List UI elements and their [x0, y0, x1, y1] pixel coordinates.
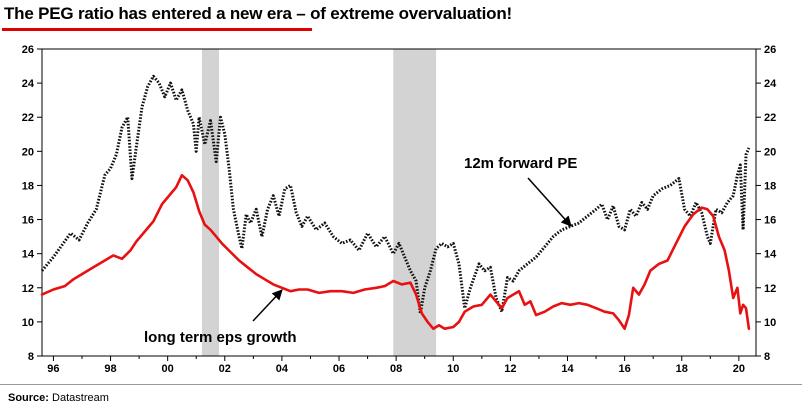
eps-annotation-arrow: [252, 289, 283, 322]
y-tick-label-right: 10: [764, 317, 776, 329]
x-tick-label: 08: [390, 363, 402, 375]
chart-axes: 8 8 10 10 12 12 14 14 16 16 18 18 20 20 22 22 24 24 26 26 96…: [22, 44, 777, 375]
y-tick-label-left: 24: [22, 78, 35, 90]
source-value: Datastream: [52, 392, 109, 404]
y-tick-label-left: 18: [22, 180, 34, 192]
x-tick-label: 06: [333, 363, 345, 375]
y-tick-label-left: 20: [22, 146, 34, 158]
pe-annotation-arrow: [527, 177, 572, 227]
recession-bands: [201, 49, 437, 356]
x-tick-label: 18: [676, 363, 688, 375]
x-tick-label: 02: [219, 363, 231, 375]
y-tick-label-right: 18: [764, 180, 776, 192]
x-tick-label: 98: [104, 363, 116, 375]
source-label: Source:: [8, 392, 49, 404]
y-tick-label-left: 10: [22, 317, 34, 329]
eps-annotation-label: long term eps growth: [144, 329, 297, 346]
peg-ratio-chart: 8 8 10 10 12 12 14 14 16 16 18 18 20 20 22 22 24 24 26 26 96…: [22, 44, 777, 375]
x-tick-label: 12: [504, 363, 516, 375]
pe-annotation-label: 12m forward PE: [464, 155, 577, 172]
x-tick-label: 14: [561, 363, 574, 375]
x-tick-label: 96: [47, 363, 59, 375]
y-tick-label-right: 12: [764, 283, 776, 295]
source-note: Source: Datastream: [8, 392, 109, 404]
chart-series: [40, 74, 751, 331]
y-tick-label-left: 16: [22, 215, 34, 227]
y-tick-label-left: 22: [22, 112, 34, 124]
y-tick-label-right: 26: [764, 44, 776, 56]
y-tick-label-left: 8: [28, 351, 34, 363]
plot-frame: [41, 48, 757, 357]
y-tick-label-right: 8: [764, 351, 770, 363]
recession-band-2: [393, 49, 437, 356]
chart-annotations: 12m forward PE long term eps growth: [144, 155, 577, 346]
y-tick-label-left: 26: [22, 44, 34, 56]
x-tick-label: 04: [276, 363, 289, 375]
y-tick-label-right: 22: [764, 112, 776, 124]
eps-growth-series-line: [40, 173, 751, 331]
x-tick-label: 00: [162, 363, 174, 375]
y-tick-label-right: 24: [764, 78, 777, 90]
y-tick-label-right: 16: [764, 215, 776, 227]
x-tick-label: 16: [618, 363, 630, 375]
y-tick-label-right: 20: [764, 146, 776, 158]
y-tick-label-left: 12: [22, 283, 34, 295]
x-tick-label: 20: [733, 363, 745, 375]
source-divider: [0, 384, 802, 385]
chart-title: The PEG ratio has entered a new era – of…: [4, 4, 512, 23]
y-tick-label-right: 14: [764, 249, 777, 261]
pe-series-line: [40, 74, 751, 315]
recession-band-1: [201, 49, 220, 356]
y-tick-label-left: 14: [22, 249, 35, 261]
x-tick-label: 10: [447, 363, 459, 375]
title-underline: [2, 28, 312, 31]
